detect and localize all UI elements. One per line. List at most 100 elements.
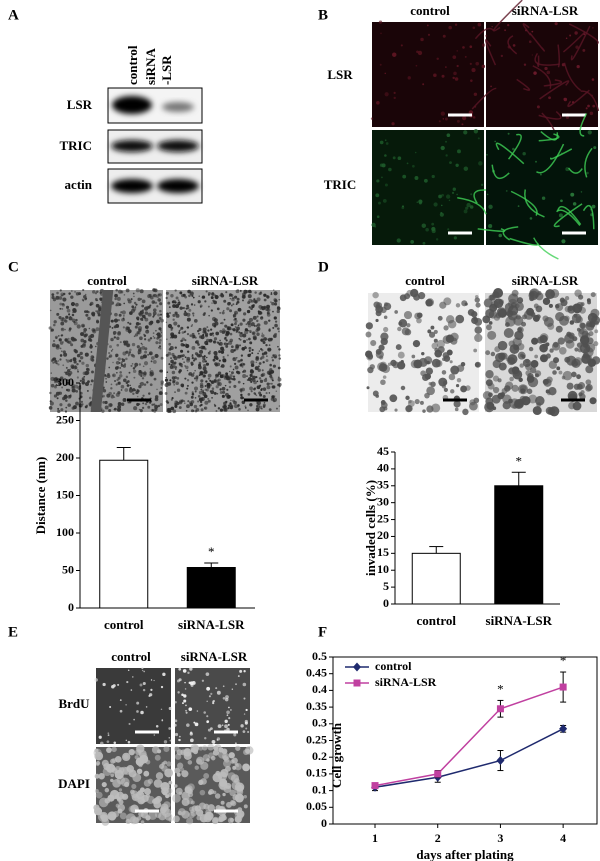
texture	[153, 288, 158, 293]
texture	[89, 338, 93, 342]
texture	[585, 365, 594, 374]
texture	[147, 338, 151, 342]
texture	[161, 719, 164, 722]
texture	[226, 710, 230, 715]
texture	[197, 343, 200, 346]
texture	[172, 318, 175, 321]
texture	[55, 378, 60, 383]
texture	[113, 336, 117, 339]
texture	[222, 355, 225, 359]
texture	[141, 346, 146, 350]
texture	[189, 667, 193, 671]
texture	[243, 670, 246, 673]
texture	[507, 23, 510, 27]
texture	[165, 296, 168, 300]
texture	[491, 394, 501, 404]
texture	[485, 350, 491, 356]
texture	[245, 323, 248, 326]
texture	[72, 308, 77, 313]
texture	[198, 363, 202, 367]
texture	[169, 739, 172, 742]
texture	[431, 403, 441, 413]
texture	[203, 711, 206, 714]
texture	[80, 400, 84, 403]
texture	[471, 87, 497, 110]
texture	[165, 376, 167, 379]
texture	[104, 405, 109, 410]
texture	[569, 320, 575, 325]
texture	[210, 328, 213, 331]
column-label: siRNA-LSR	[512, 3, 579, 18]
texture	[574, 347, 579, 352]
texture	[57, 363, 60, 366]
texture	[116, 336, 120, 341]
texture	[188, 707, 193, 712]
texture	[207, 377, 211, 380]
texture	[199, 404, 202, 407]
texture	[62, 350, 66, 354]
texture	[227, 723, 230, 726]
texture	[91, 311, 96, 316]
texture	[155, 341, 159, 345]
texture	[182, 307, 184, 309]
texture	[198, 327, 202, 332]
texture	[199, 789, 206, 796]
texture	[141, 406, 145, 410]
texture	[277, 330, 280, 333]
texture	[158, 345, 162, 348]
texture	[121, 358, 124, 361]
texture	[528, 290, 539, 301]
texture	[397, 156, 402, 161]
texture	[203, 374, 206, 378]
texture	[224, 719, 228, 723]
texture	[171, 396, 174, 400]
texture	[229, 365, 232, 368]
texture	[247, 377, 252, 382]
texture	[193, 357, 197, 361]
texture	[555, 303, 564, 312]
texture	[441, 370, 447, 375]
texture	[502, 226, 519, 241]
texture	[564, 305, 571, 313]
texture	[154, 754, 161, 761]
texture	[481, 43, 486, 47]
texture	[389, 394, 398, 403]
texture	[142, 365, 145, 368]
texture	[416, 201, 419, 204]
texture	[179, 306, 183, 310]
texture	[238, 337, 241, 340]
texture	[75, 292, 80, 296]
texture	[256, 315, 259, 318]
texture	[250, 331, 252, 333]
texture	[66, 341, 69, 343]
texture	[487, 330, 497, 340]
texture	[233, 362, 237, 365]
texture	[156, 337, 159, 340]
texture	[112, 684, 116, 688]
texture	[116, 371, 118, 374]
texture	[222, 390, 226, 394]
texture	[109, 706, 112, 709]
point	[559, 683, 567, 691]
texture	[166, 371, 169, 373]
texture	[150, 356, 155, 360]
texture	[129, 348, 132, 352]
texture	[497, 378, 502, 383]
texture	[422, 241, 426, 245]
texture	[268, 344, 271, 346]
texture	[221, 311, 225, 315]
texture	[204, 332, 209, 337]
texture	[178, 667, 182, 671]
texture	[152, 335, 155, 338]
texture	[109, 403, 113, 407]
texture	[259, 311, 263, 315]
texture	[130, 790, 139, 798]
texture	[209, 379, 212, 382]
texture	[268, 319, 271, 322]
texture	[73, 321, 78, 326]
texture	[119, 367, 122, 369]
texture	[185, 704, 187, 707]
image-background	[372, 22, 484, 127]
texture	[165, 321, 168, 324]
texture	[166, 761, 172, 767]
